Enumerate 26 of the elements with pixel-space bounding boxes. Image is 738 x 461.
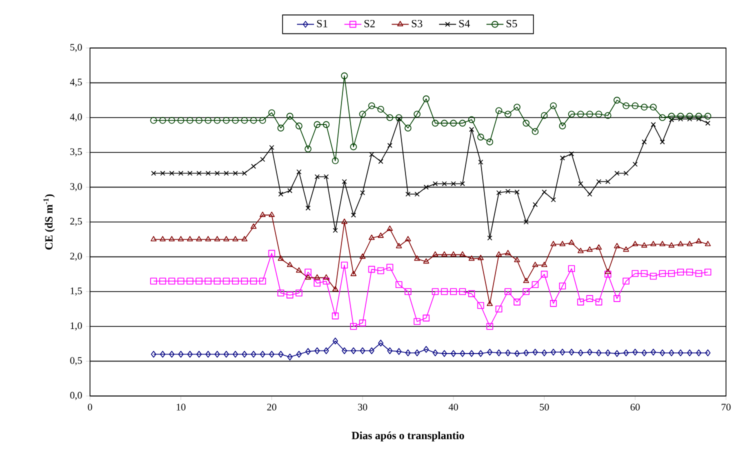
y-tick-label: 1,0 (70, 322, 82, 330)
legend-label: S5 (506, 20, 517, 28)
y-tick-label: 4,0 (70, 114, 82, 122)
y-tick-label: 3,0 (70, 183, 82, 192)
x-tick-label: 60 (630, 404, 640, 410)
x-tick-label: 10 (176, 404, 186, 410)
x-tick-label: 70 (722, 404, 731, 410)
y-tick-label: 4,5 (70, 78, 82, 87)
x-tick-label: 40 (448, 404, 458, 410)
text: CE (dS m$^{-1}$) (43, 194, 55, 250)
legend-label: S3 (412, 20, 422, 28)
y-tick-label: 5,0 (70, 44, 82, 52)
y-tick-label: 1,5 (70, 288, 82, 296)
x-tick-label: 50 (540, 404, 549, 410)
x-axis-title: Dias após o transplantio (352, 431, 464, 442)
y-tick-label: 0,5 (70, 357, 82, 366)
x-tick-label: 0 (88, 404, 92, 410)
legend-label: S2 (364, 20, 375, 28)
x-tick-label: 30 (358, 404, 368, 410)
y-tick-label: 0,0 (70, 392, 82, 400)
legend-label: S4 (459, 20, 470, 28)
y-tick-label: 2,5 (70, 218, 82, 226)
y-tick-label: 3,5 (70, 148, 82, 156)
x-tick-label: 20 (267, 404, 276, 410)
y-tick-label: 2,0 (70, 252, 82, 261)
legend-label: S1 (317, 20, 328, 28)
